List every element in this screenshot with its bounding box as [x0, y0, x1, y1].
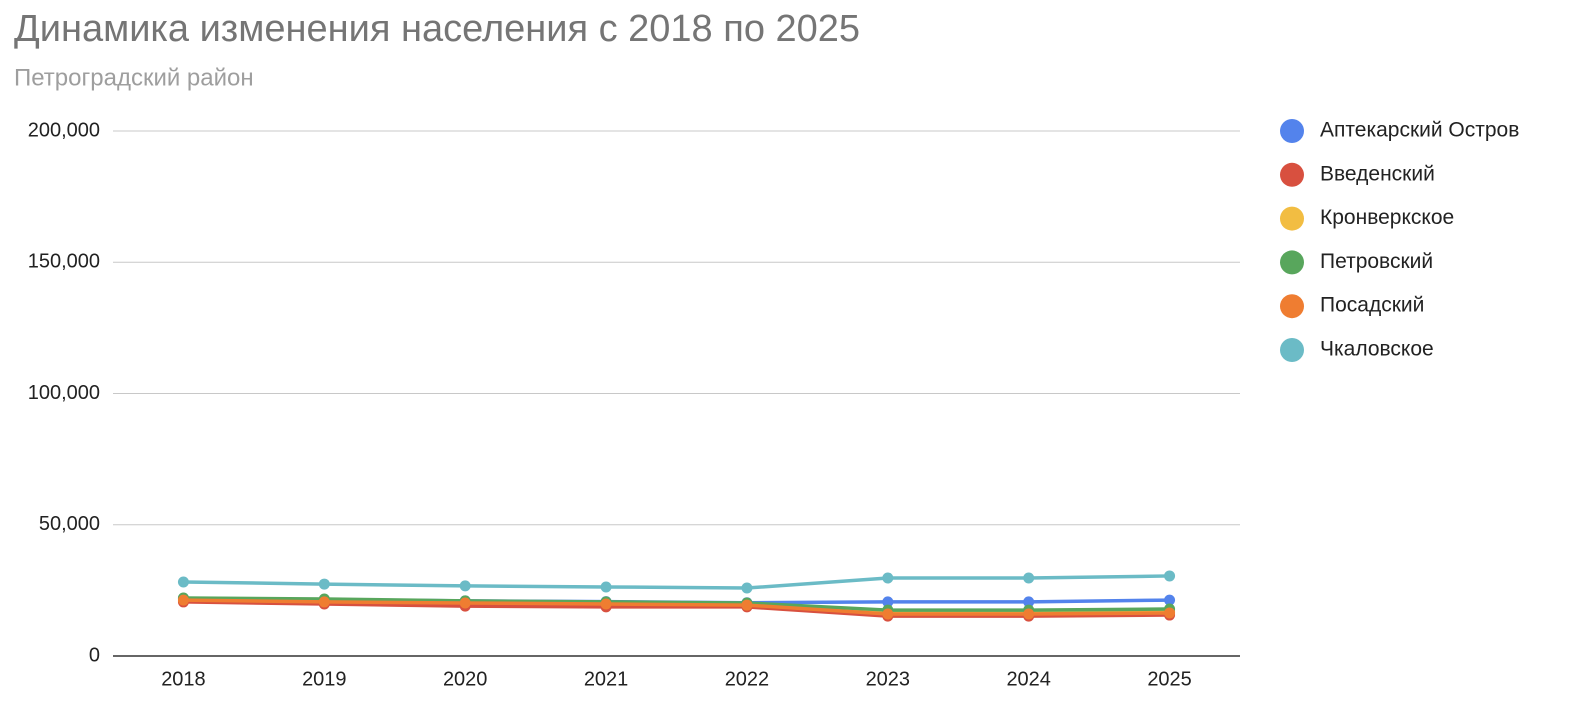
- data-point: [600, 581, 612, 593]
- legend-label: Аптекарский Остров: [1320, 119, 1519, 142]
- x-tick-label: 2023: [866, 668, 911, 690]
- data-point: [1164, 570, 1176, 582]
- series-line: [183, 574, 1170, 590]
- x-tick-label: 2025: [1147, 668, 1192, 690]
- series-line: [183, 596, 1170, 612]
- legend-marker: [1280, 119, 1304, 143]
- legend-marker: [1280, 206, 1304, 231]
- x-tick-label: 2019: [302, 668, 347, 690]
- data-point: [882, 596, 894, 608]
- x-tick-label: 2022: [725, 668, 770, 690]
- data-point: [882, 572, 894, 584]
- y-tick-label: 50,000: [39, 513, 100, 535]
- legend-marker: [1280, 338, 1304, 362]
- y-tick-label: 0: [89, 644, 100, 666]
- data-point: [600, 598, 612, 610]
- legend-label: Чкаловское: [1320, 338, 1434, 361]
- series-line: [183, 600, 1170, 618]
- data-point: [1164, 607, 1176, 619]
- y-tick-label: 100,000: [28, 382, 100, 404]
- x-tick-label: 2024: [1006, 668, 1051, 690]
- y-tick-label: 150,000: [28, 251, 100, 273]
- legend-label: Кронверкское: [1320, 206, 1454, 229]
- data-point: [741, 582, 753, 594]
- data-point: [1023, 596, 1035, 608]
- legend-label: Введенский: [1320, 162, 1435, 185]
- y-tick-label: 200,000: [28, 119, 100, 141]
- legend-label: Посадский: [1320, 294, 1424, 317]
- data-point: [1023, 572, 1035, 584]
- data-point: [1023, 608, 1035, 620]
- series-line: [183, 598, 1170, 616]
- data-point: [741, 599, 753, 611]
- data-point: [177, 576, 189, 588]
- data-point: [882, 608, 894, 620]
- data-point: [318, 596, 330, 608]
- x-tick-label: 2020: [443, 668, 488, 690]
- legend-label: Петровский: [1320, 250, 1433, 273]
- x-tick-label: 2018: [161, 668, 206, 690]
- data-point: [459, 597, 471, 609]
- legend-marker: [1280, 162, 1304, 187]
- chart-subtitle: Петроградский район: [14, 64, 254, 91]
- data-point: [459, 580, 471, 592]
- data-point: [318, 578, 330, 590]
- data-point: [1164, 594, 1176, 606]
- chart-title: Динамика изменения населения с 2018 по 2…: [14, 8, 860, 50]
- data-point: [177, 594, 189, 606]
- legend-marker: [1280, 294, 1304, 319]
- legend-marker: [1280, 250, 1304, 275]
- x-tick-label: 2021: [584, 668, 629, 690]
